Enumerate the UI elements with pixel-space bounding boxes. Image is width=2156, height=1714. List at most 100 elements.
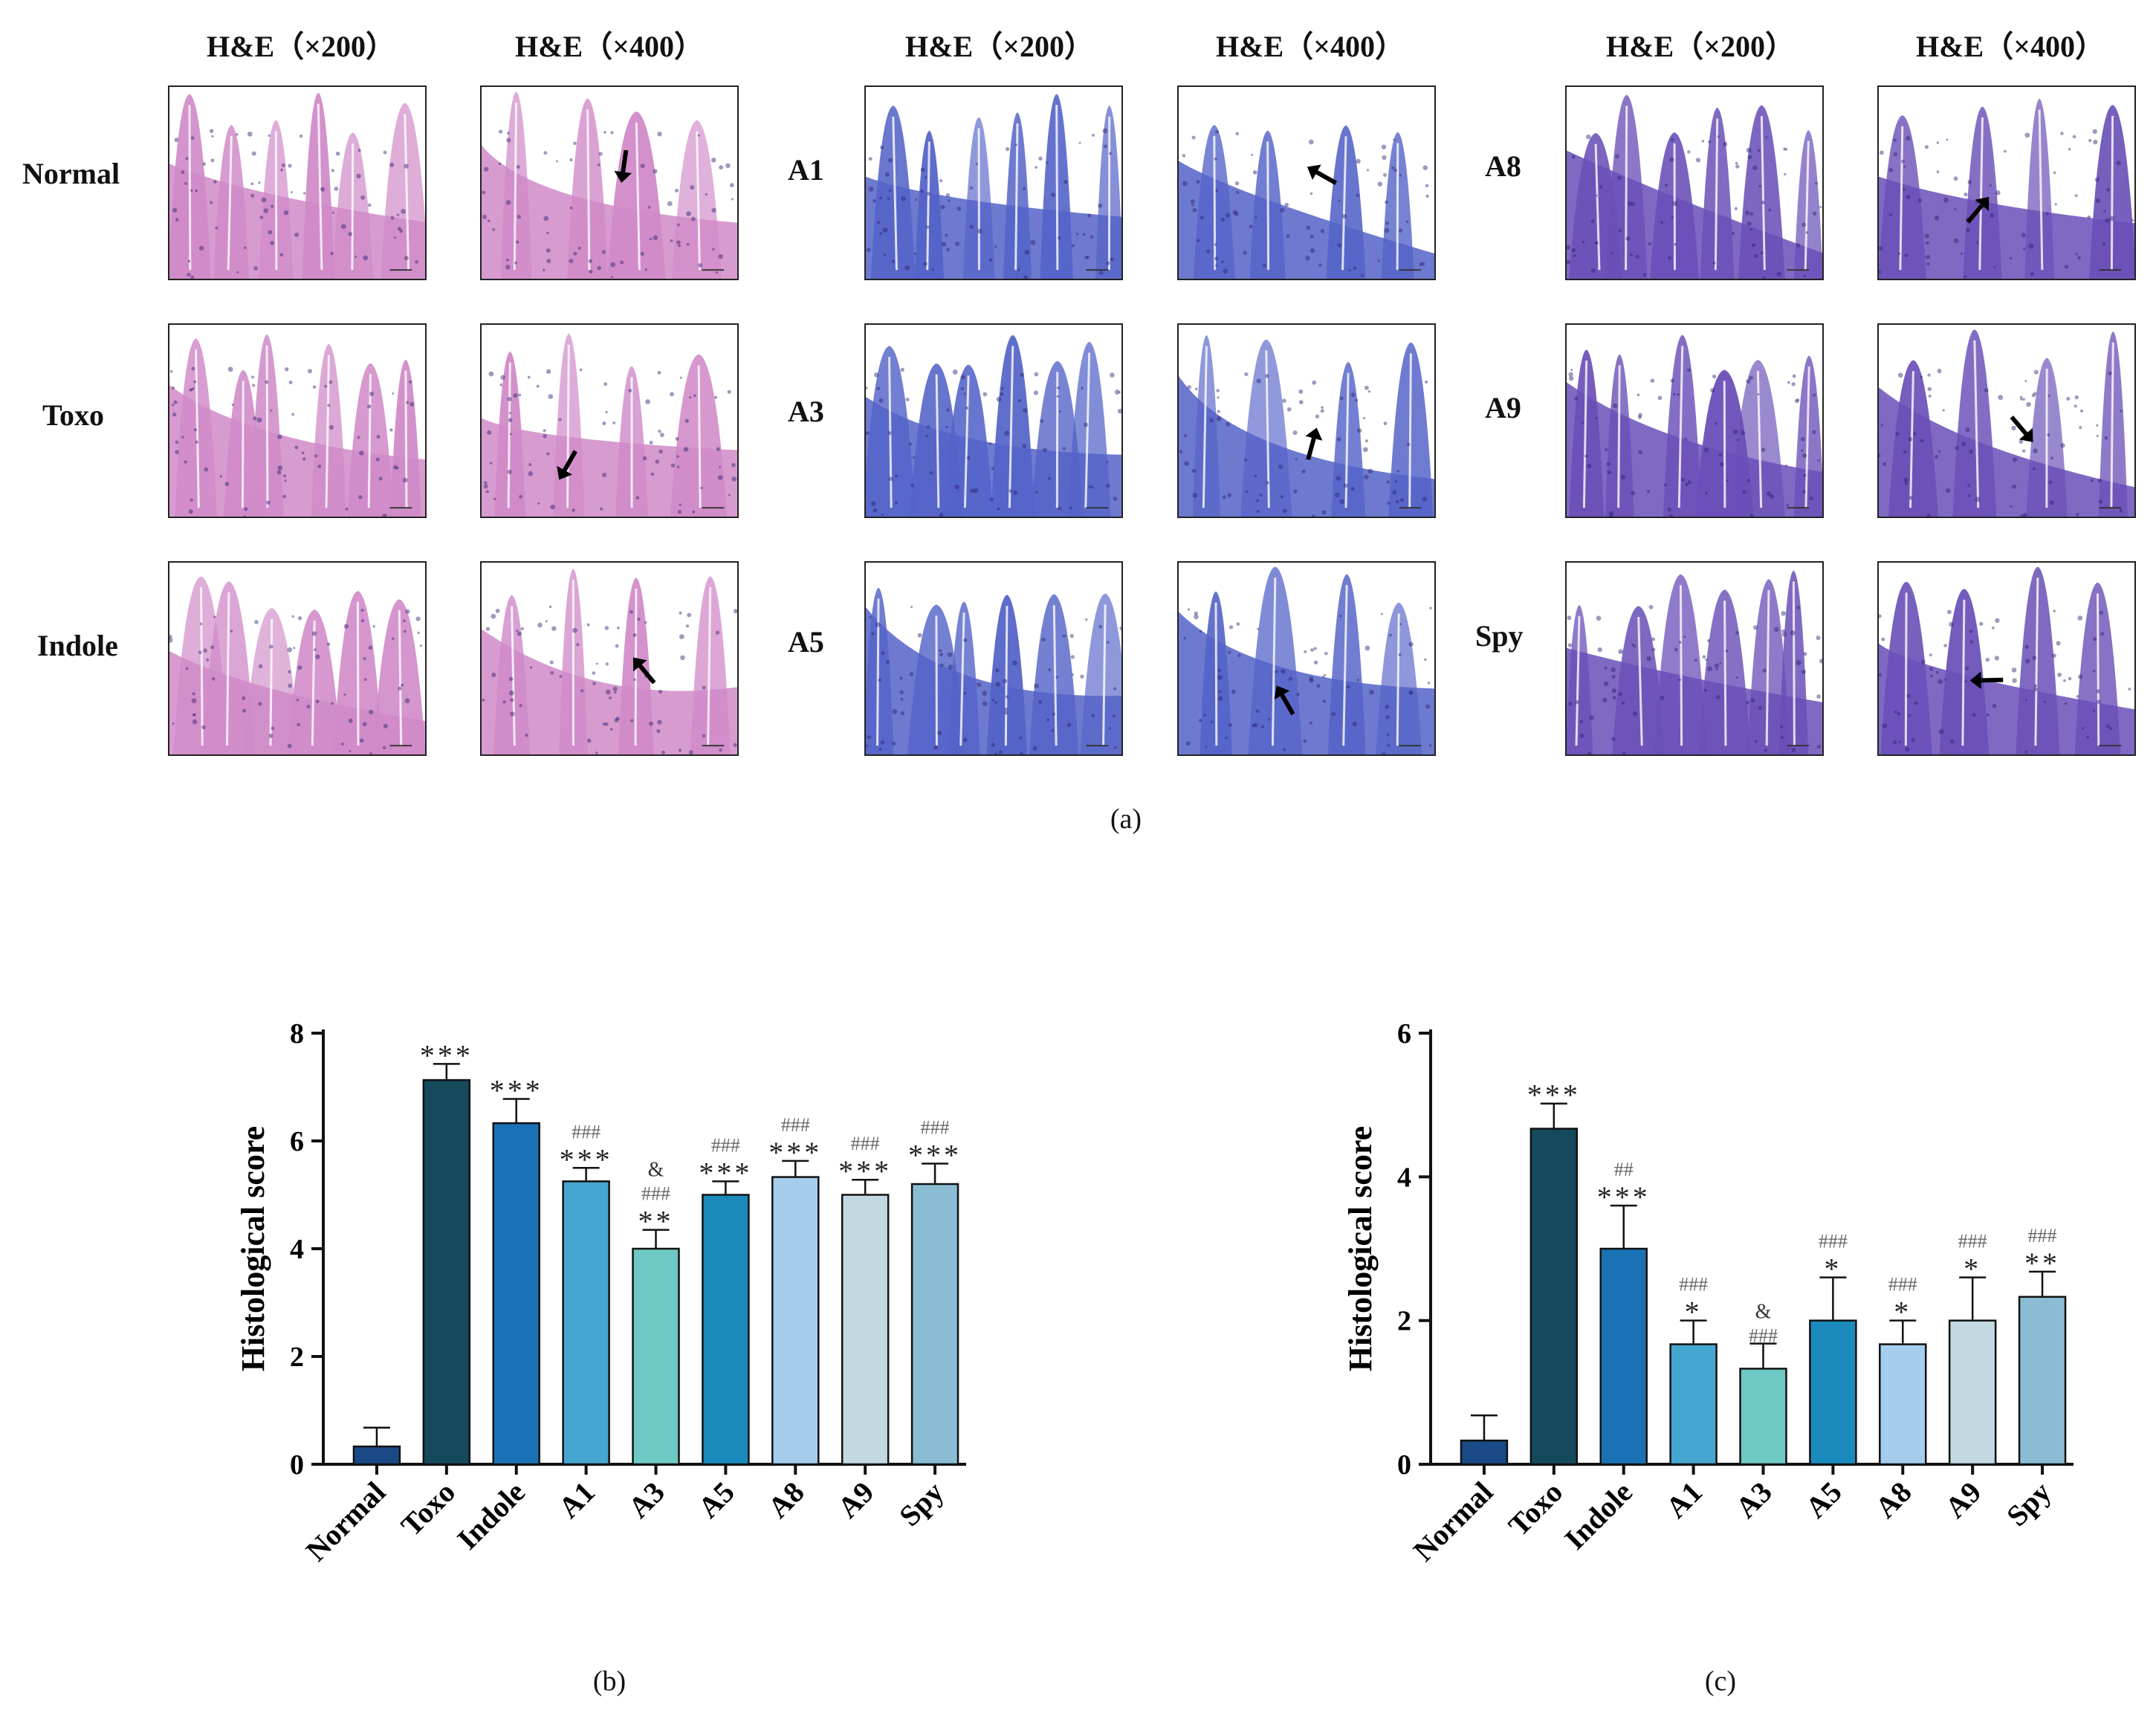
chart-c-bar-indole (1599, 1247, 1648, 1466)
chart-b-bar-a1 (562, 1180, 610, 1466)
micrograph-image (169, 87, 425, 279)
micrograph-a1-x400 (1177, 85, 1436, 280)
micrograph-image (1179, 87, 1434, 279)
chart-b-xtick-label-a8: A8 (761, 1475, 810, 1524)
row-label-indole: Indole (37, 629, 118, 662)
chart-c-bar-a9 (1948, 1319, 1997, 1466)
chart-b-stars-a1: *** (560, 1142, 613, 1176)
chart-b-ytick-label: 2 (290, 1342, 304, 1373)
chart-c-hash-a9: ### (1958, 1231, 1987, 1252)
micrograph-image (169, 325, 425, 517)
chart-b-xtick-label-spy: Spy (893, 1475, 950, 1533)
chart-c-bar-normal (1460, 1439, 1509, 1466)
chart-c-xtick-label-spy: Spy (2000, 1475, 2057, 1533)
chart-c-stars-a9: * (1964, 1252, 1981, 1286)
micrograph-normal-x400 (480, 85, 739, 280)
micrograph-spy-x200 (1565, 561, 1824, 756)
micrograph-image (482, 563, 737, 754)
chart-b-bar-a5 (702, 1194, 750, 1466)
chart-c-xtick-label-indole: Indole (1558, 1475, 1639, 1556)
chart-b: 0 2 4 6 8 Histological score Normal *** Toxo *** I… (223, 989, 1115, 1643)
chart-b-bar-a3 (632, 1247, 680, 1466)
micrograph-a1-x200 (864, 85, 1123, 280)
chart-c-bar-a1 (1669, 1343, 1718, 1466)
micrograph-image (866, 87, 1121, 279)
row-label-normal: Normal (22, 157, 120, 190)
row-label-a3: A3 (788, 395, 824, 428)
chart-b-stars-a9: *** (838, 1154, 892, 1188)
chart-b-hash-a9: ### (851, 1133, 880, 1154)
chart-c-xtick-label-a1: A1 (1660, 1475, 1709, 1524)
micrograph-toxo-x200 (168, 323, 427, 518)
row-label-a8: A8 (1485, 149, 1521, 183)
chart-b-amp-a3: & (648, 1159, 664, 1182)
chart-c-ytick-label: 2 (1397, 1306, 1411, 1337)
micrograph-a9-x400 (1877, 323, 2136, 518)
micrograph-a3-x200 (864, 323, 1123, 518)
micrograph-image (1567, 563, 1822, 754)
micrograph-image (1879, 87, 2134, 279)
chart-c-ylabel: Histological score (1342, 1126, 1379, 1371)
chart-c-bar-toxo (1529, 1128, 1579, 1466)
chart-b-ytick-label: 0 (290, 1449, 304, 1481)
micrograph-a9-x200 (1565, 323, 1824, 518)
chart-c-amp-a3: & (1755, 1301, 1772, 1324)
chart-b-stars-indole: *** (490, 1073, 543, 1107)
micrograph-image (1879, 563, 2134, 754)
chart-b-bar-toxo (422, 1078, 471, 1466)
chart-c-xtick-label-a8: A8 (1868, 1475, 1917, 1524)
chart-b-ytick-label: 8 (290, 1018, 304, 1050)
chart-c-stars-a5: * (1824, 1252, 1842, 1286)
chart-b-stars-a8: *** (768, 1136, 822, 1169)
chart-b-xtick-label-indole: Indole (450, 1475, 531, 1556)
micrograph-a8-x400 (1877, 85, 2136, 280)
micrograph-a3-x400 (1177, 323, 1436, 518)
micrograph-image (866, 563, 1121, 754)
chart-c-bar-a8 (1879, 1343, 1927, 1466)
micrograph-image (1567, 325, 1822, 517)
micrograph-indole-x200 (168, 561, 427, 756)
chart-c-stars-toxo: *** (1527, 1078, 1581, 1112)
header-he200-col3: H&E（×200） (905, 30, 1094, 63)
micrograph-normal-x200 (168, 85, 427, 280)
chart-b-ytick-label: 6 (290, 1126, 304, 1157)
chart-b-ytick-label: 4 (290, 1234, 304, 1265)
chart-c-stars-a1: * (1685, 1296, 1703, 1329)
chart-b-xtick-label-a9: A9 (831, 1475, 880, 1524)
chart-c-bar-a3 (1739, 1368, 1787, 1466)
chart-b-stars-toxo: *** (420, 1038, 473, 1072)
chart-c-stars-a8: * (1894, 1296, 1911, 1329)
chart-c-ytick-label: 4 (1397, 1162, 1411, 1193)
sublabel-b: (b) (592, 1666, 627, 1697)
micrograph-spy-x400 (1877, 561, 2136, 756)
chart-b-stars-a3: ** (638, 1205, 674, 1238)
micrograph-image (1179, 563, 1434, 754)
header-he400-col4: H&E（×400） (1216, 30, 1405, 63)
row-label-toxo: Toxo (42, 398, 105, 432)
sublabel-a: (a) (1110, 803, 1142, 835)
chart-b-hash-spy: ### (921, 1116, 950, 1138)
chart-c-hash-a8: ### (1888, 1274, 1917, 1296)
chart-c-hash-indole: ## (1614, 1159, 1634, 1180)
chart-b-xtick-label-normal: Normal (300, 1475, 392, 1568)
header-he200-col1: H&E（×200） (207, 30, 395, 63)
micrograph-indole-x400 (480, 561, 739, 756)
micrograph-image (1179, 325, 1434, 517)
micrograph-a5-x400 (1177, 561, 1436, 756)
chart-c-xtick-label-normal: Normal (1407, 1475, 1500, 1568)
chart-b-bar-indole (492, 1122, 540, 1466)
chart-c-stars-indole: *** (1597, 1180, 1651, 1214)
chart-c-ytick-label: 6 (1397, 1018, 1411, 1050)
micrograph-image (482, 325, 737, 517)
chart-b-xtick-label-a5: A5 (691, 1475, 740, 1524)
chart-c: 0 2 4 6 Histological score Normal *** Toxo *** ##… (1330, 989, 2156, 1643)
chart-b-bar-a8 (771, 1176, 820, 1466)
micrograph-image (1567, 87, 1822, 279)
chart-c-bar-spy (2018, 1296, 2067, 1466)
micrograph-image (169, 563, 425, 754)
header-he400-col2: H&E（×400） (515, 30, 704, 63)
chart-b-bar-a9 (841, 1194, 890, 1466)
chart-c-ytick-label: 0 (1397, 1449, 1411, 1481)
